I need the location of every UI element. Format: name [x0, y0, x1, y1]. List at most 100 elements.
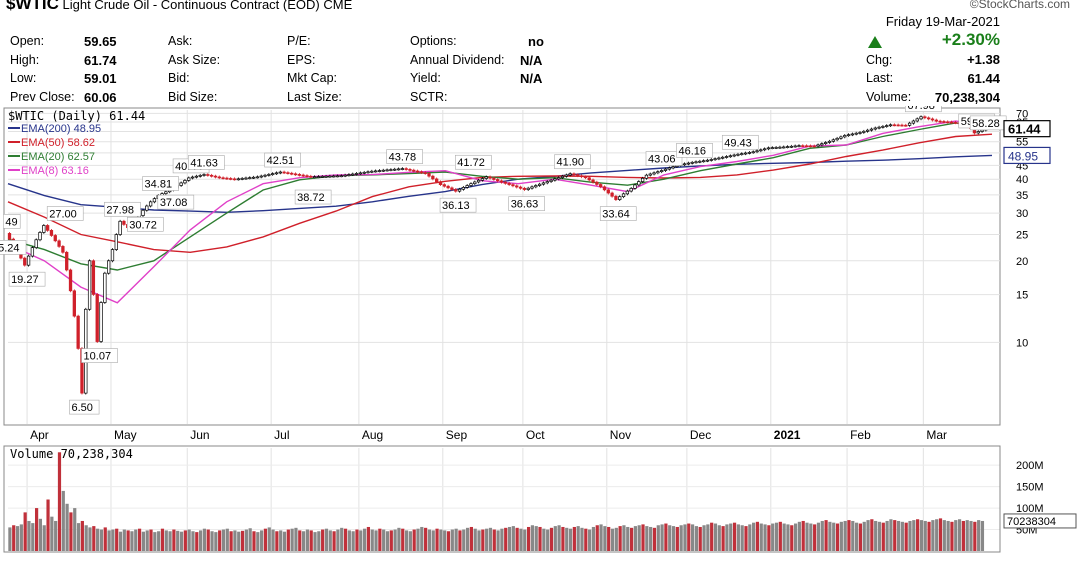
volume-bar	[919, 520, 924, 551]
volume-bar	[916, 519, 920, 551]
price-bar-body	[587, 177, 591, 181]
price-bar-body	[114, 234, 118, 250]
price-chart[interactable]: 25.24 49 19.27 27.00 6.50 10.07 27.98 30.72 34.8…	[0, 106, 1080, 565]
volume-bar	[526, 526, 531, 551]
price-annotation: 43.78	[389, 152, 417, 164]
volume-bar	[321, 529, 325, 551]
volume-bar	[237, 531, 241, 551]
volume-bar	[446, 531, 451, 551]
pct-change: +2.30%	[941, 30, 1000, 49]
price-bar-body	[545, 181, 549, 184]
price-annotation-box	[69, 399, 100, 415]
volume-bar	[176, 530, 180, 551]
price-bar-body	[728, 155, 732, 158]
price-bar-body	[309, 175, 313, 178]
price-bar-body	[145, 205, 149, 211]
price-bar-body	[45, 225, 50, 231]
price-bar-body	[816, 144, 820, 147]
volume-bar	[938, 518, 943, 551]
volume-bar	[763, 524, 767, 551]
volume-bar	[694, 526, 699, 551]
price-annotation: 37.08	[160, 197, 188, 209]
y-tick-label: 15	[1016, 290, 1028, 302]
price-bar-body	[892, 124, 896, 127]
price-bar-body	[671, 166, 675, 169]
volume-bar	[88, 527, 92, 551]
price-bar-body	[888, 124, 893, 127]
volume-bar	[19, 524, 23, 551]
price-bar-body	[438, 181, 443, 185]
price-annotation: 46.16	[679, 145, 707, 157]
volume-bar	[23, 512, 27, 551]
volume-bar	[820, 520, 824, 551]
volume-bar	[153, 532, 157, 551]
volume-bar	[229, 531, 233, 551]
price-bar-body	[263, 174, 267, 177]
ask-size-label: Ask Size:	[168, 53, 221, 67]
volume-bar	[854, 522, 859, 551]
price-annotation-box	[104, 201, 141, 217]
volume-bar	[687, 523, 691, 551]
volume-bar	[275, 531, 279, 551]
volume-bar	[778, 521, 782, 551]
volume-bar	[336, 529, 340, 551]
volume-bar	[683, 524, 687, 551]
y-tick-label: 55	[1016, 137, 1028, 149]
price-bar-body	[461, 187, 466, 190]
volume-bar	[260, 530, 264, 551]
volume-bar	[187, 529, 191, 551]
price-annotation: 41.63	[190, 157, 218, 169]
price-bar-body	[492, 177, 496, 180]
price-tags: 61.44 48.95	[1003, 120, 1051, 165]
price-bar-body	[99, 302, 103, 342]
price-bar-body	[766, 147, 771, 150]
volume-bar	[103, 527, 107, 551]
volume-bar	[149, 529, 153, 551]
price-bar-body	[858, 132, 862, 134]
volume-bar	[961, 520, 965, 551]
stockcharts-logo[interactable]: ©StockCharts.com	[969, 0, 1070, 11]
volume-bar	[870, 519, 874, 551]
price-bar-body	[427, 173, 431, 177]
price-annotation-box	[142, 176, 179, 191]
exchange: CME	[323, 0, 353, 12]
volume-bar	[443, 530, 447, 551]
volume-bar	[488, 527, 493, 551]
price-bar-body	[179, 182, 183, 186]
legend-ema200: EMA(200) 48.95	[21, 123, 101, 135]
volume-bar	[382, 529, 386, 551]
volume-bar	[729, 523, 733, 551]
price-bar-body	[591, 179, 595, 183]
price-bar-body	[91, 260, 96, 295]
price-bar-body	[911, 120, 916, 124]
price-bar-body	[717, 157, 721, 160]
price-bar-body	[484, 176, 488, 179]
volume-bar	[713, 523, 718, 551]
volume-bar	[656, 525, 660, 551]
price-annotation: 10.07	[84, 351, 112, 363]
legend-ema20: EMA(20) 62.57	[21, 151, 95, 163]
price-bar-body	[68, 269, 73, 292]
price-bar-body	[431, 175, 435, 180]
prev-close-label: Prev Close:	[10, 90, 75, 104]
price-bar-body	[393, 168, 397, 171]
options-label: Options:	[410, 34, 457, 48]
y-tick-label: 30	[1016, 208, 1028, 220]
volume-bar	[645, 526, 649, 551]
volume-bar	[652, 527, 657, 551]
volume-bar	[282, 531, 287, 551]
symbol: $WTIC	[6, 0, 59, 13]
legend-ema50: EMA(50) 58.62	[21, 137, 95, 149]
price-bar-body	[621, 193, 626, 198]
price-bar-body	[141, 209, 145, 216]
dividend-value: N/A	[520, 53, 543, 68]
volume-bar	[240, 530, 245, 551]
price-annotation: 6.50	[71, 402, 92, 414]
volume-bar	[435, 528, 439, 551]
volume-bar	[420, 526, 424, 551]
last-size-label: Last Size:	[287, 90, 342, 104]
volume-bar	[477, 530, 481, 551]
volume-bar	[633, 526, 637, 551]
volume-bar	[668, 525, 672, 551]
price-annotation: 36.13	[442, 200, 470, 212]
